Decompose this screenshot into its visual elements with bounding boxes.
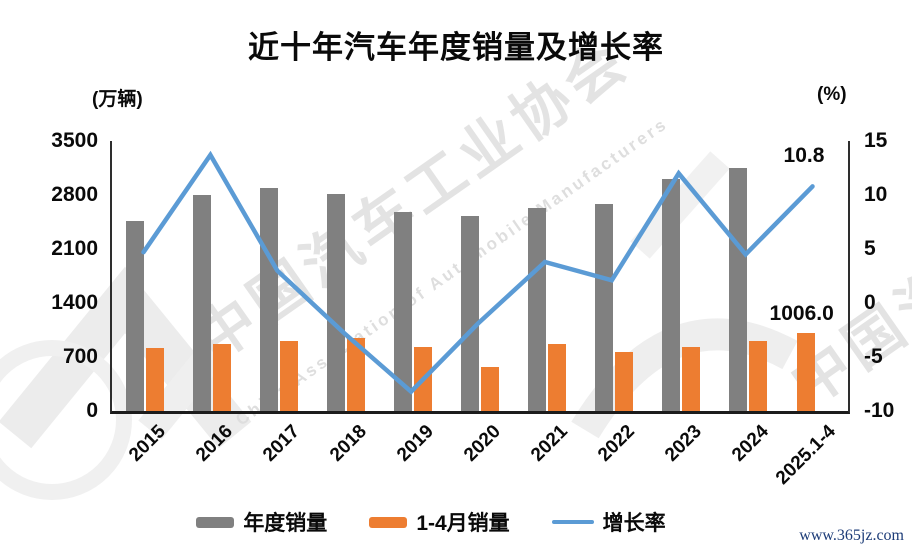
jan-apr-sales-bar [481,366,499,411]
jan-apr-sales-bar [280,341,299,411]
jan-apr-sales-bar [681,347,700,411]
left-axis-tick: 3500 [51,129,98,152]
right-axis-tick: 0 [864,291,876,314]
jan-apr-sales-bar [213,344,232,411]
right-axis-tick: 15 [864,129,888,152]
jan-apr-sales-bar [547,343,566,411]
chart-title: 近十年汽车年度销量及增长率 [248,30,664,65]
left-axis-tick: 2100 [51,237,98,260]
annual-sales-bar [126,221,145,411]
right-axis-tick: -5 [864,345,883,368]
legend-item: 1-4月销量 [369,507,510,537]
jan-apr-sales-bar [614,351,633,411]
annual-sales-bar [193,194,212,411]
footer-url: www.365jz.com [799,527,904,544]
jan-apr-sales-bar [347,337,366,411]
legend-item: 增长率 [551,507,666,537]
legend-bar-swatch [369,516,408,528]
legend-label: 年度销量 [243,512,328,535]
annual-sales-bar [527,208,546,411]
legend-line-swatch [551,520,594,524]
legend-label: 1-4月销量 [416,512,510,535]
left-axis-tick: 0 [86,399,98,422]
jan-apr-sales-bar [748,340,767,411]
legend-bar-swatch [196,516,235,528]
left-axis-tick: 700 [62,345,98,368]
legend: 年度销量 1-4月销量 增长率 [0,507,862,537]
legend-label: 增长率 [602,512,666,535]
annual-sales-bar [394,212,413,411]
right-axis-tick: 5 [864,237,876,260]
annual-sales-bar [661,178,680,411]
annual-sales-bar [594,203,613,411]
right-axis-unit-label: (%) [817,84,847,105]
plot-area [110,141,850,414]
left-axis-unit-label: (万辆) [92,89,143,110]
right-axis-tick: 10 [864,183,888,206]
left-axis-tick: 2800 [51,183,98,206]
jan-apr-sales-bar [414,346,433,411]
annual-sales-bar [327,194,346,411]
data-label-growth-rate-2025: 10.8 [783,144,825,168]
jan-apr-sales-bar [796,333,815,411]
right-axis-tick: -10 [864,399,895,422]
jan-apr-sales-bar [146,348,165,411]
legend-item: 年度销量 [196,507,327,537]
annual-sales-bar [728,168,747,411]
data-label-sales-2025: 1006.0 [769,302,834,326]
left-axis-tick: 1400 [51,291,98,314]
annual-sales-bar [461,215,479,411]
annual-sales-bar [260,188,279,411]
